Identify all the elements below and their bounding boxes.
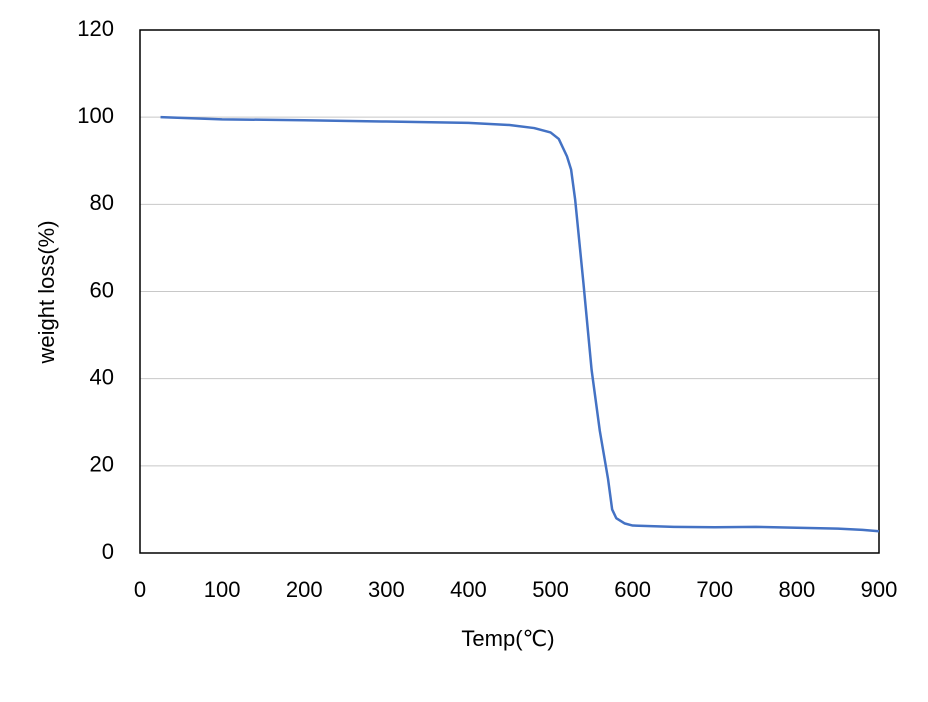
y-tick-label: 120 — [77, 16, 114, 41]
x-tick-label: 400 — [450, 577, 487, 602]
x-tick-label: 900 — [861, 577, 898, 602]
x-axis-label: Temp(℃) — [461, 626, 554, 651]
y-tick-label: 100 — [77, 103, 114, 128]
data-line — [160, 115, 880, 533]
y-tick-label: 80 — [90, 190, 114, 215]
x-tick-label: 200 — [286, 577, 323, 602]
x-tick-label: 800 — [779, 577, 816, 602]
x-tick-label: 0 — [134, 577, 146, 602]
y-tick-label: 20 — [90, 452, 114, 477]
x-tick-label: 100 — [204, 577, 241, 602]
y-tick-label: 60 — [90, 277, 114, 302]
plot-border — [139, 29, 880, 554]
y-tick-label: 0 — [102, 539, 114, 564]
x-tick-label: 500 — [532, 577, 569, 602]
x-tick-label: 700 — [696, 577, 733, 602]
y-tick-label: 40 — [90, 364, 114, 389]
x-tick-label: 600 — [614, 577, 651, 602]
x-tick-label: 300 — [368, 577, 405, 602]
y-axis-label: weight loss(%) — [34, 220, 59, 364]
